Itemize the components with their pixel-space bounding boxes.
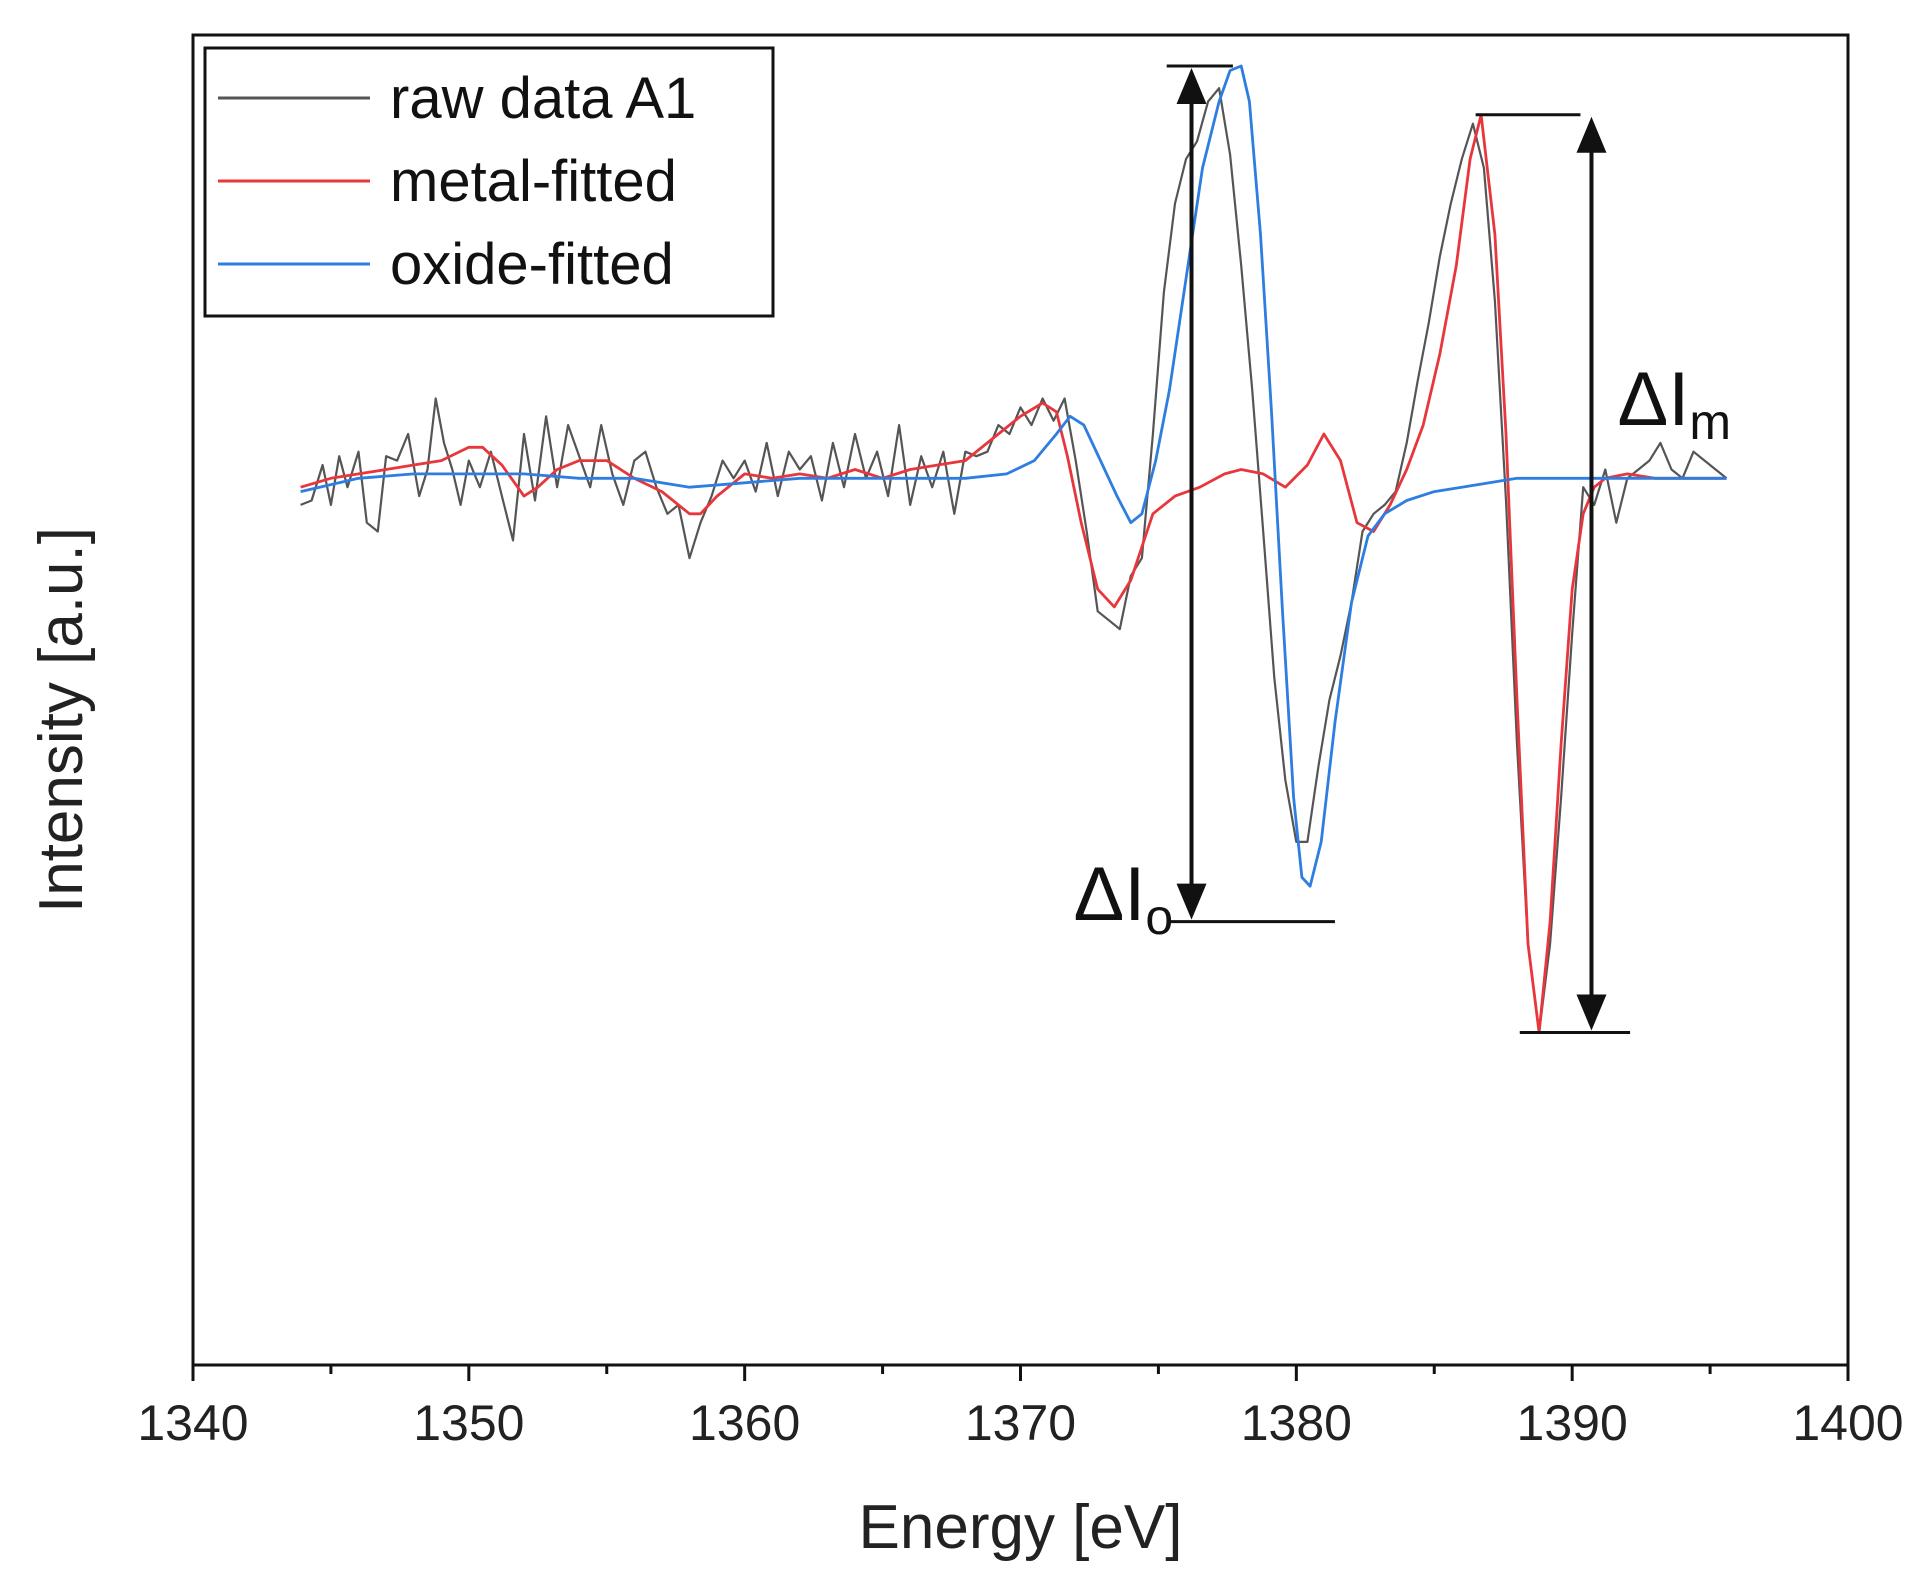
x-tick-label-1380: 1380 — [1241, 1395, 1352, 1451]
delta-io-label: ΔIo — [1074, 852, 1174, 945]
x-tick-label-1400: 1400 — [1792, 1395, 1903, 1451]
x-tick-label-1370: 1370 — [965, 1395, 1076, 1451]
legend-label: oxide-fitted — [390, 232, 674, 297]
legend: raw data A1 metal-fitted oxide-fitted — [203, 46, 775, 318]
series-line-oxide-fitted — [300, 64, 1727, 888]
delta-im-arrow-head-up — [1576, 116, 1607, 153]
legend-item-metal-fitted: metal-fitted — [218, 149, 677, 214]
series-line-metal-fitted — [300, 113, 1727, 1034]
delta-im-arrow-head-down — [1576, 994, 1607, 1031]
x-tick-label-1340: 1340 — [137, 1395, 248, 1451]
legend-label: raw data A1 — [390, 66, 696, 131]
y-axis-title: Intensity [a.u.] — [27, 527, 96, 913]
delta-io-arrow-head-up — [1176, 68, 1207, 105]
x-axis-title: Energy [eV] — [859, 1493, 1183, 1562]
legend-label: metal-fitted — [390, 149, 677, 214]
x-axis-ticks: 1340 1350 1360 1370 1380 1390 1400 — [137, 1365, 1904, 1451]
legend-item-raw-data-a1: raw data A1 — [218, 66, 696, 131]
annotation-delta-io: ΔIo — [1074, 64, 1335, 945]
annotation-delta-im: ΔIm — [1475, 113, 1731, 1034]
x-tick-label-1360: 1360 — [689, 1395, 800, 1451]
series-layer — [300, 64, 1728, 1034]
legend-item-oxide-fitted: oxide-fitted — [218, 232, 674, 297]
x-tick-label-1350: 1350 — [413, 1395, 524, 1451]
series-line-raw-data-a1 — [300, 87, 1728, 1034]
delta-im-label: ΔIm — [1617, 357, 1731, 450]
annotation-layer: ΔIo ΔIm — [1074, 64, 1731, 1034]
x-tick-label-1390: 1390 — [1517, 1395, 1628, 1451]
delta-io-arrow-head-down — [1176, 883, 1207, 920]
